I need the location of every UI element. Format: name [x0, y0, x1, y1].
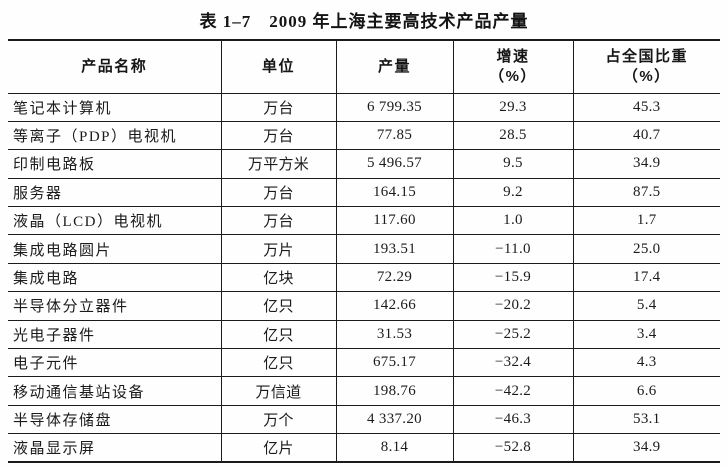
- cell-unit: 亿只: [220, 348, 337, 378]
- cell-growth: −20.2: [452, 291, 574, 321]
- cell-output: 142.66: [335, 291, 454, 321]
- cell-growth: 9.2: [452, 177, 574, 208]
- cell-product-name: 印制电路板: [8, 149, 222, 179]
- cell-growth: −25.2: [452, 319, 574, 350]
- cell-unit: 万台: [220, 177, 337, 208]
- col-header-output: 产量: [335, 39, 454, 94]
- cell-output: 77.85: [335, 120, 454, 151]
- col-header-growth-percent: （%）: [489, 67, 537, 85]
- cell-output: 4 337.20: [335, 404, 454, 435]
- table-row: 集成电路圆片 万片 193.51 −11.0 25.0: [8, 234, 720, 264]
- cell-share: 34.9: [572, 149, 720, 179]
- cell-unit: 万台: [220, 92, 337, 122]
- cell-product-name: 液晶（LCD）电视机: [8, 206, 222, 236]
- cell-share: 5.4: [572, 291, 720, 321]
- cell-output: 72.29: [335, 262, 454, 293]
- cell-output: 117.60: [335, 206, 454, 236]
- cell-share: 45.3: [572, 92, 720, 122]
- table-title: 表 1–7 2009 年上海主要高技术产品产量: [199, 12, 529, 31]
- cell-output: 8.14: [335, 433, 454, 463]
- cell-output: 31.53: [335, 319, 454, 350]
- cell-product-name: 笔记本计算机: [8, 92, 222, 122]
- cell-product-name: 半导体分立器件: [8, 291, 222, 321]
- cell-share: 6.6: [572, 376, 720, 406]
- cell-growth: −11.0: [452, 234, 574, 264]
- cell-product-name: 液晶显示屏: [8, 433, 222, 463]
- cell-share: 4.3: [572, 348, 720, 378]
- col-header-growth-label: 增速: [496, 47, 530, 65]
- col-header-product-label: 产品名称: [81, 57, 148, 75]
- table-row: 笔记本计算机 万台 6 799.35 29.3 45.3: [8, 92, 720, 122]
- cell-unit: 亿块: [220, 262, 337, 293]
- table-row: 半导体分立器件 亿只 142.66 −20.2 5.4: [8, 291, 720, 321]
- cell-unit: 亿只: [220, 291, 337, 321]
- cell-growth: −15.9: [452, 262, 574, 293]
- cell-share: 1.7: [572, 206, 720, 236]
- cell-product-name: 半导体存储盘: [8, 404, 222, 435]
- cell-share: 53.1: [572, 404, 720, 435]
- cell-share: 3.4: [572, 319, 720, 350]
- cell-output: 6 799.35: [335, 92, 454, 122]
- cell-product-name: 集成电路圆片: [8, 234, 222, 264]
- table-row: 电子元件 亿只 675.17 −32.4 4.3: [8, 348, 720, 378]
- cell-unit: 万信道: [220, 376, 337, 406]
- col-header-unit-label: 单位: [261, 57, 295, 75]
- table-header: 产品名称 单位 产量 增速 （%） 占全国比重 （%）: [8, 39, 720, 94]
- table-row: 等离子（PDP）电视机 万台 77.85 28.5 40.7: [8, 120, 720, 151]
- cell-growth: −46.3: [452, 404, 574, 435]
- cell-share: 25.0: [572, 234, 720, 264]
- table-row: 服务器 万台 164.15 9.2 87.5: [8, 177, 720, 208]
- cell-unit: 万台: [220, 120, 337, 151]
- table-row: 移动通信基站设备 万信道 198.76 −42.2 6.6: [8, 376, 720, 406]
- table-body: 笔记本计算机 万台 6 799.35 29.3 45.3 等离子（PDP）电视机…: [8, 92, 720, 463]
- cell-growth: 1.0: [452, 206, 574, 236]
- cell-output: 5 496.57: [335, 149, 454, 179]
- cell-growth: −52.8: [452, 433, 574, 463]
- cell-unit: 万片: [220, 234, 337, 264]
- cell-product-name: 光电子器件: [8, 319, 222, 350]
- col-header-share-label: 占全国比重: [605, 47, 688, 65]
- table-row: 半导体存储盘 万个 4 337.20 −46.3 53.1: [8, 404, 720, 435]
- col-header-share: 占全国比重 （%）: [572, 39, 720, 94]
- col-header-output-label: 产量: [377, 57, 411, 75]
- cell-output: 675.17: [335, 348, 454, 378]
- cell-growth: 29.3: [452, 92, 574, 122]
- table-row: 液晶显示屏 亿片 8.14 −52.8 34.9: [8, 433, 720, 463]
- cell-growth: −32.4: [452, 348, 574, 378]
- cell-share: 87.5: [572, 177, 720, 208]
- cell-unit: 亿片: [220, 433, 337, 463]
- products-table: 产品名称 单位 产量 增速 （%） 占全国比重 （%）: [8, 39, 720, 464]
- cell-unit: 万个: [220, 404, 337, 435]
- cell-unit: 万平方米: [220, 149, 337, 179]
- cell-growth: −42.2: [452, 376, 574, 406]
- cell-share: 17.4: [572, 262, 720, 293]
- cell-growth: 28.5: [452, 120, 574, 151]
- cell-share: 34.9: [572, 433, 720, 463]
- col-header-growth: 增速 （%）: [452, 39, 574, 94]
- cell-product-name: 移动通信基站设备: [8, 376, 222, 406]
- cell-share: 40.7: [572, 120, 720, 151]
- cell-output: 164.15: [335, 177, 454, 208]
- cell-product-name: 电子元件: [8, 348, 222, 378]
- col-header-unit: 单位: [220, 39, 337, 94]
- cell-unit: 万台: [220, 206, 337, 236]
- cell-product-name: 等离子（PDP）电视机: [8, 120, 222, 151]
- table-row: 液晶（LCD）电视机 万台 117.60 1.0 1.7: [8, 206, 720, 236]
- col-header-share-percent: （%）: [622, 67, 671, 85]
- table-row: 集成电路 亿块 72.29 −15.9 17.4: [8, 262, 720, 293]
- cell-growth: 9.5: [452, 149, 574, 179]
- col-header-product: 产品名称: [8, 39, 222, 94]
- cell-product-name: 集成电路: [8, 262, 222, 293]
- cell-output: 198.76: [335, 376, 454, 406]
- cell-unit: 亿只: [220, 319, 337, 350]
- cell-product-name: 服务器: [8, 177, 222, 208]
- table-row: 印制电路板 万平方米 5 496.57 9.5 34.9: [8, 149, 720, 179]
- cell-output: 193.51: [335, 234, 454, 264]
- header-row: 产品名称 单位 产量 增速 （%） 占全国比重 （%）: [8, 39, 720, 94]
- table-row: 光电子器件 亿只 31.53 −25.2 3.4: [8, 319, 720, 350]
